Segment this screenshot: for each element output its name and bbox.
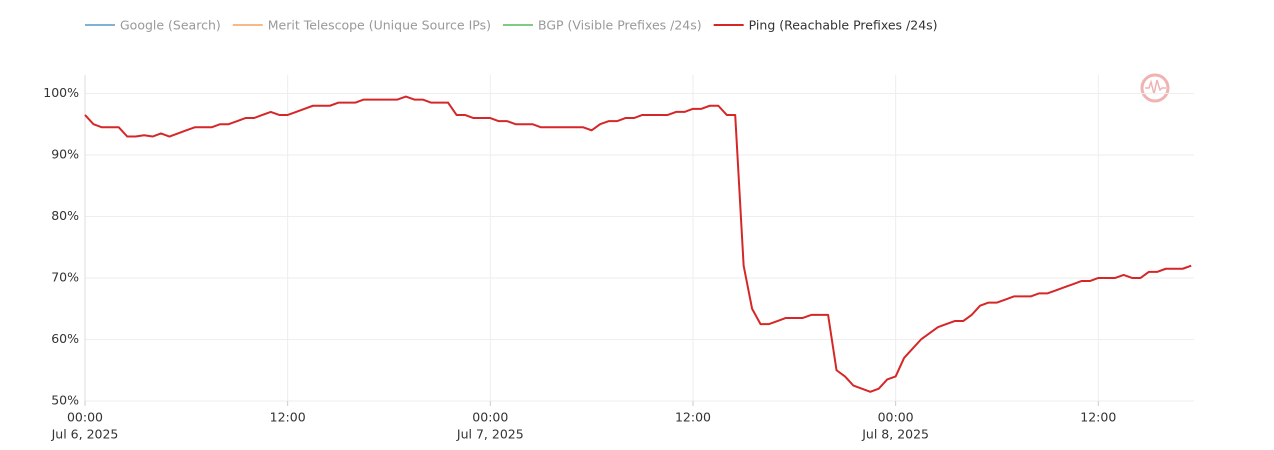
x-tick-label: 00:00 bbox=[67, 410, 103, 425]
y-tick-label: 100% bbox=[43, 85, 79, 100]
line-series bbox=[84, 95, 1192, 393]
logo-icon bbox=[1140, 73, 1170, 103]
x-tick-label: 12:00 bbox=[675, 410, 711, 425]
legend-label[interactable]: Merit Telescope (Unique Source IPs) bbox=[268, 18, 491, 33]
legend-label[interactable]: Ping (Reachable Prefixes /24s) bbox=[749, 18, 938, 33]
x-tick-label: Jul 7, 2025 bbox=[456, 427, 524, 442]
y-tick-label: 50% bbox=[51, 393, 79, 408]
x-tick-label: Jul 8, 2025 bbox=[861, 427, 929, 442]
x-tick-label: Jul 6, 2025 bbox=[51, 427, 119, 442]
legend-label[interactable]: BGP (Visible Prefixes /24s) bbox=[538, 18, 702, 33]
y-tick-label: 70% bbox=[51, 269, 79, 284]
y-tick-label: 90% bbox=[51, 146, 79, 161]
x-tick-label: 00:00 bbox=[472, 410, 508, 425]
y-tick-label: 60% bbox=[51, 331, 79, 346]
x-tick-label: 12:00 bbox=[270, 410, 306, 425]
x-tick-label: 12:00 bbox=[1080, 410, 1116, 425]
legend-label[interactable]: Google (Search) bbox=[120, 18, 221, 33]
x-tick-label: 00:00 bbox=[878, 410, 914, 425]
y-tick-label: 80% bbox=[51, 208, 79, 223]
